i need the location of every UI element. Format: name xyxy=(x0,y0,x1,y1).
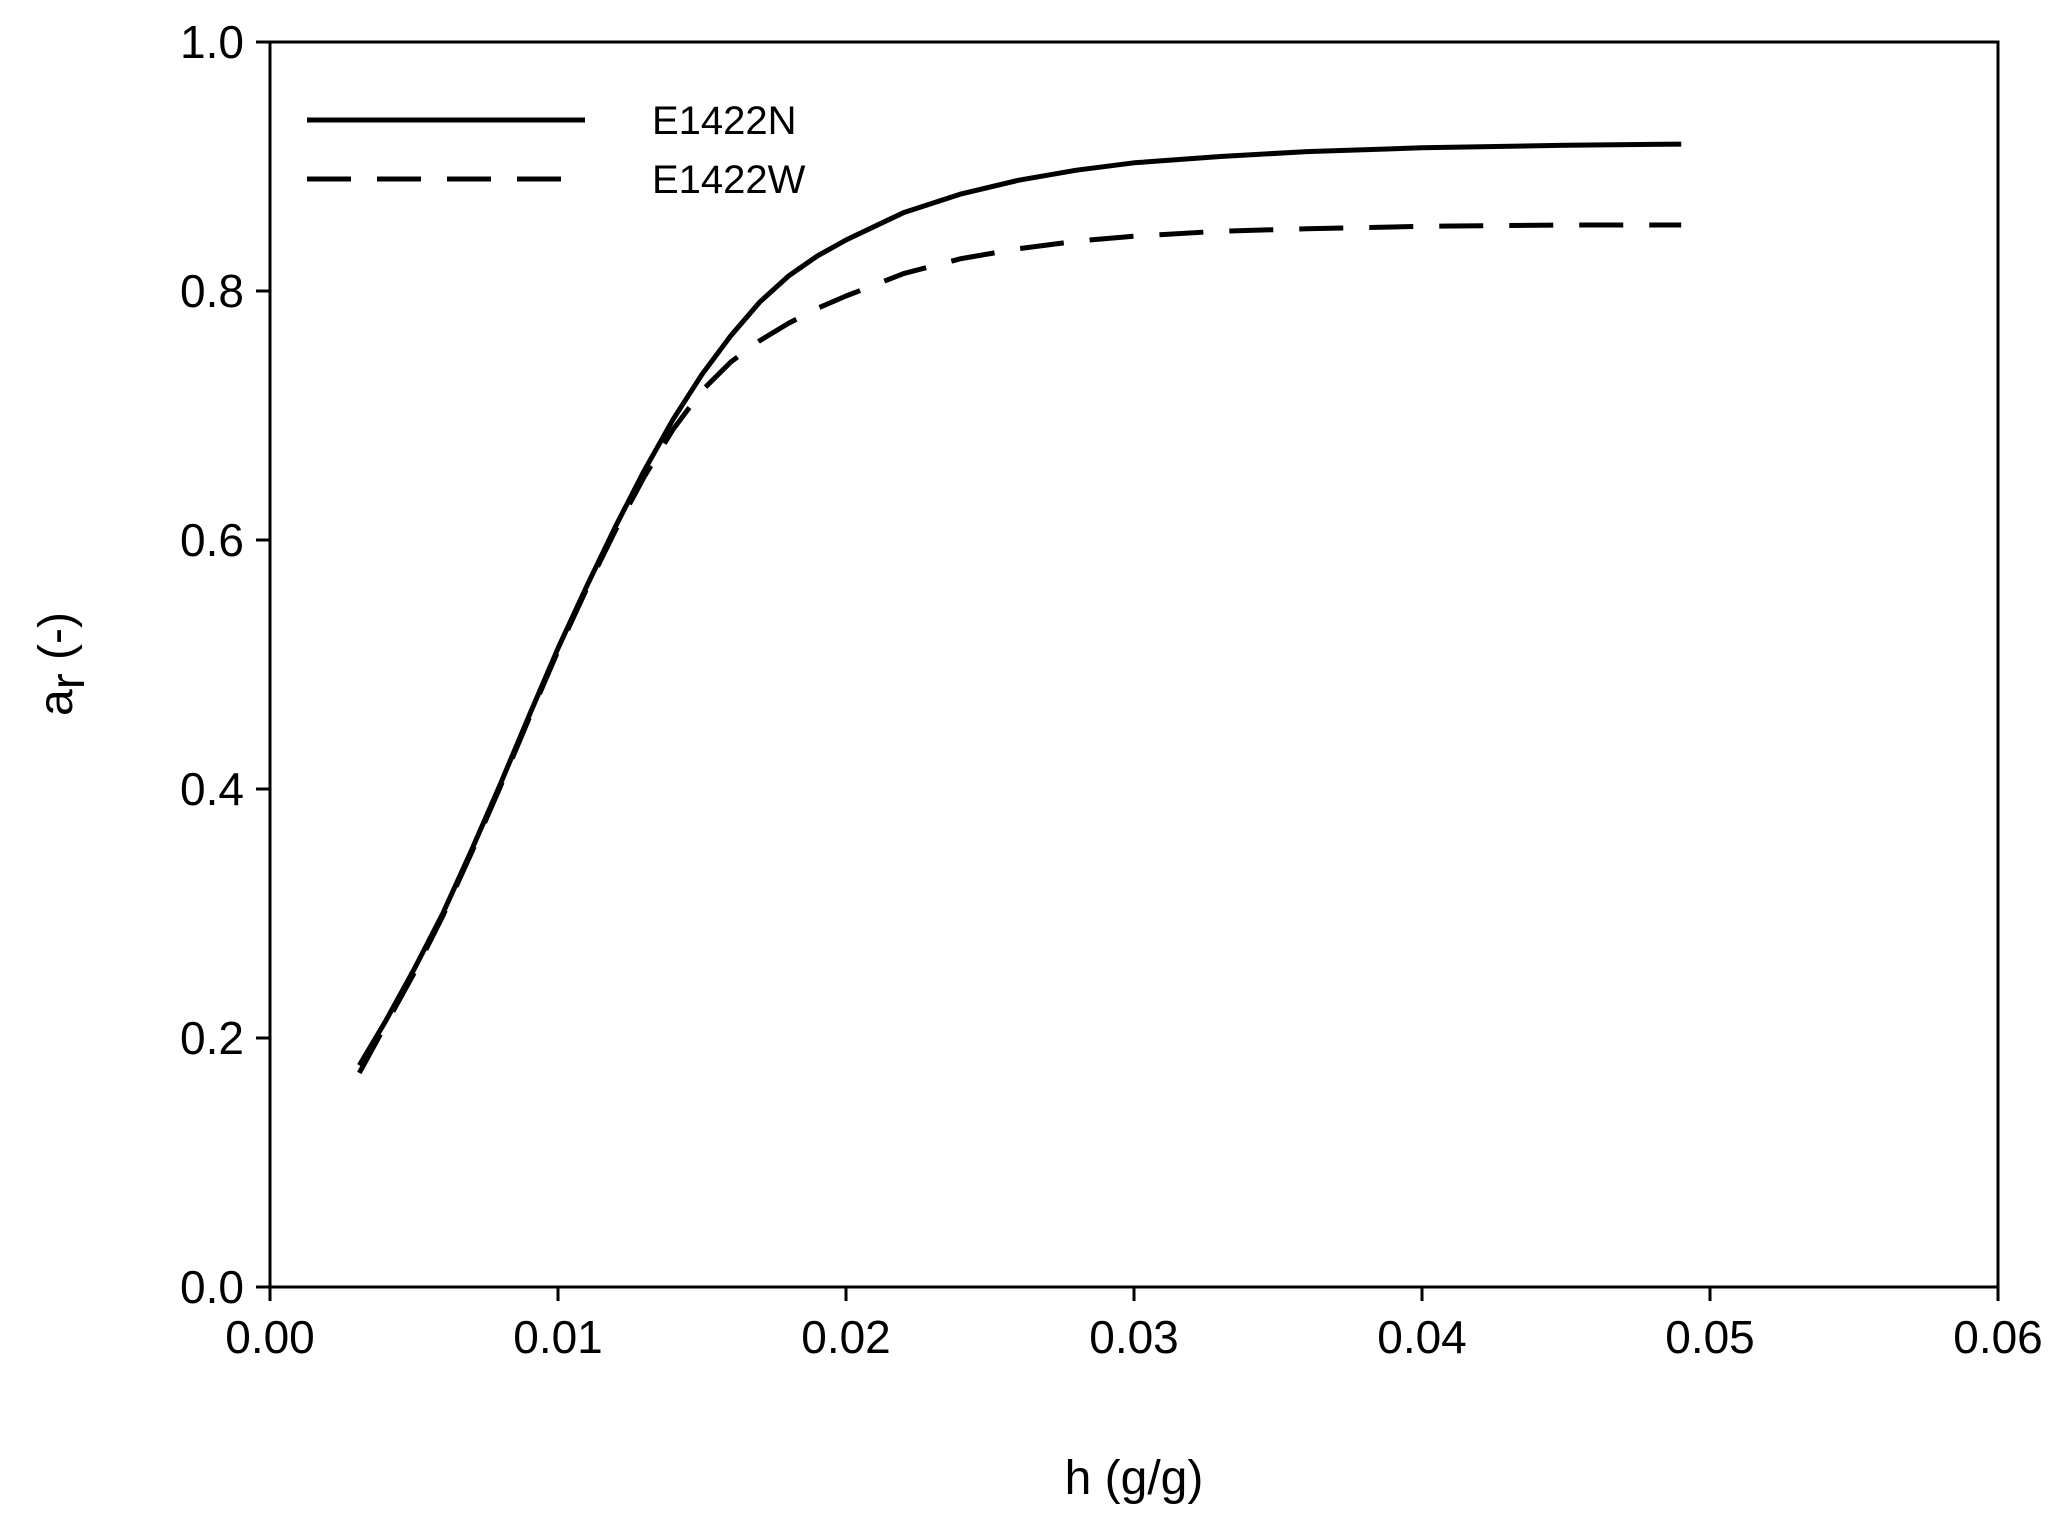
y-tick-label: 0.4 xyxy=(180,763,244,815)
y-tick-label: 0.0 xyxy=(180,1261,244,1313)
legend-label-e1422w: E1422W xyxy=(652,158,806,202)
series-line-e1422n xyxy=(357,141,1682,1067)
x-tick-label: 0.02 xyxy=(801,1311,891,1363)
y-axis-title-sub: r xyxy=(42,673,95,689)
y-axis-title: ar (-) xyxy=(30,612,95,716)
x-tick-label: 0.05 xyxy=(1665,1311,1755,1363)
y-axis-title-tail: (-) xyxy=(30,612,83,673)
x-tick-label: 0.01 xyxy=(513,1311,603,1363)
x-tick-label: 0.06 xyxy=(1953,1311,2043,1363)
x-axis: 0.00 0.01 0.02 0.03 0.04 0.05 0.06 xyxy=(225,1287,2043,1363)
y-tick-label: 0.8 xyxy=(180,265,244,317)
y-axis: 0.0 0.2 0.4 0.6 0.8 1.0 xyxy=(180,16,270,1313)
legend-label-e1422n: E1422N xyxy=(652,99,797,143)
series-layer xyxy=(357,141,1682,1075)
y-tick-label: 0.6 xyxy=(180,514,244,566)
legend: E1422N E1422W xyxy=(307,99,806,202)
y-axis-title-main: a xyxy=(30,689,83,716)
series-line-e1422w xyxy=(357,222,1682,1075)
x-tick-label: 0.04 xyxy=(1377,1311,1467,1363)
x-tick-label: 0.00 xyxy=(225,1311,315,1363)
y-tick-label: 1.0 xyxy=(180,16,244,68)
x-tick-label: 0.03 xyxy=(1089,1311,1179,1363)
x-axis-title: h (g/g) xyxy=(1065,1452,1204,1505)
y-tick-label: 0.2 xyxy=(180,1012,244,1064)
plot-frame xyxy=(268,40,2000,1289)
